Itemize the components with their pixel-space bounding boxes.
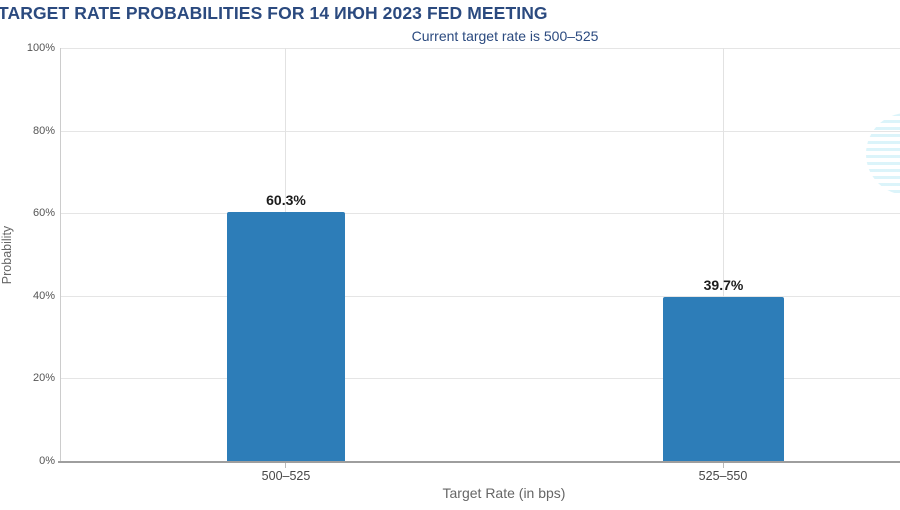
- gridline-20: [60, 378, 900, 379]
- x-tick-2: [723, 463, 724, 468]
- gridline-100: [60, 48, 900, 49]
- plot-area: 60.3% 39.7%: [0, 48, 900, 461]
- x-tick-1: [285, 463, 286, 468]
- gridline-60: [60, 213, 900, 214]
- xcat-label-500-525: 500–525: [261, 469, 311, 483]
- chart-title: TARGET RATE PROBABILITIES FOR 14 ИЮН 202…: [0, 3, 548, 23]
- y-axis-line: [60, 48, 61, 461]
- bar-value-label-500-525: 60.3%: [266, 192, 306, 208]
- y-axis-title: Probability: [0, 225, 14, 285]
- striped-globe-logo-icon: [866, 113, 900, 195]
- chart-subtitle: Current target rate is 500–525: [411, 28, 599, 44]
- x-axis-title: Target Rate (in bps): [442, 485, 566, 501]
- ytick-40: 40%: [32, 290, 55, 302]
- bar-value-label-525-550: 39.7%: [703, 277, 744, 293]
- ytick-0: 0%: [39, 455, 55, 467]
- gridline-cat-2: [723, 48, 724, 461]
- ytick-80: 80%: [32, 125, 55, 137]
- ytick-100: 100%: [26, 42, 55, 54]
- gridline-80: [60, 131, 900, 132]
- ytick-60: 60%: [32, 207, 55, 219]
- x-axis-line: [58, 461, 900, 463]
- bar-525-550[interactable]: [663, 297, 784, 461]
- gridline-40: [60, 296, 900, 297]
- ytick-20: 20%: [32, 372, 55, 384]
- xcat-label-525-550: 525–550: [698, 469, 748, 483]
- bar-500-525[interactable]: [227, 212, 345, 461]
